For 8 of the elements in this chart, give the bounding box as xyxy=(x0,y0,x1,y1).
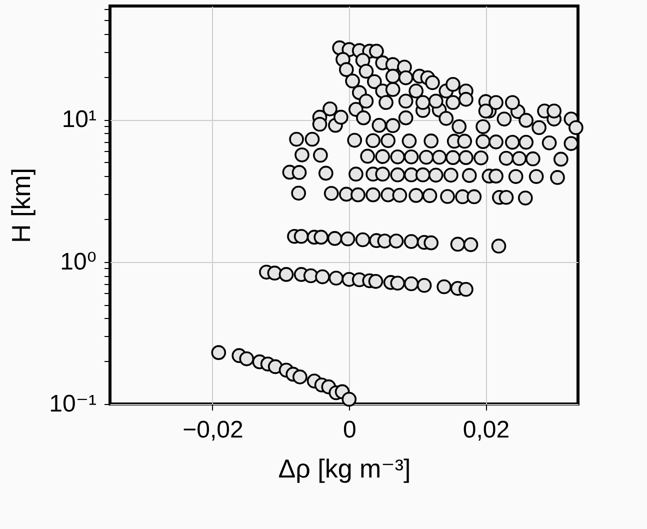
y-axis-title: H [km] xyxy=(6,168,36,244)
y-tick-label: 10⁰ xyxy=(60,248,96,276)
x-tick-label: 0 xyxy=(342,416,356,444)
y-tick-label: 10⁻¹ xyxy=(49,390,97,418)
y-tick-label: 10¹ xyxy=(62,106,97,134)
x-axis-title: Δρ [kg m⁻³] xyxy=(278,454,411,484)
x-tick-label: 0,02 xyxy=(462,416,510,444)
x-tick-label: −0,02 xyxy=(182,416,244,444)
